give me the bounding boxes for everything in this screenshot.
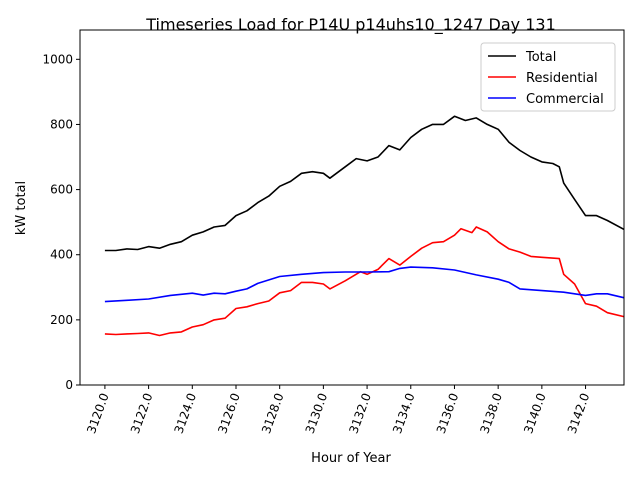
x-tick-label: 3124.0 (172, 391, 200, 435)
x-axis-label: Hour of Year (311, 451, 391, 466)
x-tick-label: 3128.0 (259, 391, 287, 435)
legend-label-commercial: Commercial (526, 92, 604, 107)
y-axis-label: kW total (14, 181, 29, 235)
y-tick-label: 600 (50, 183, 73, 197)
x-tick-label: 3130.0 (303, 391, 331, 435)
y-tick-label: 1000 (42, 52, 73, 66)
y-tick-label: 800 (50, 117, 73, 131)
y-axis: 0 200 400 600 800 1000 (42, 52, 80, 392)
x-tick-label: 3134.0 (390, 391, 418, 435)
x-tick-label: 3120.0 (84, 391, 112, 435)
legend-box (480, 42, 616, 112)
x-tick-label: 3136.0 (434, 391, 462, 435)
x-tick-label: 3126.0 (215, 391, 243, 435)
series-line-commercial (104, 266, 624, 303)
y-tick-label: 0 (65, 378, 73, 392)
x-tick-label: 3140.0 (521, 391, 549, 435)
legend: Total Residential Commercial (480, 42, 616, 112)
x-tick-label: 3142.0 (565, 391, 593, 435)
plot-frame (79, 29, 625, 386)
legend-label-residential: Residential (526, 71, 598, 86)
x-tick-label: 3138.0 (477, 391, 505, 435)
series-line-residential (104, 226, 624, 337)
y-tick-label: 400 (50, 248, 73, 262)
chart-title: Timeseries Load for P14U p14uhs10_1247 D… (145, 15, 556, 35)
x-tick-label: 3122.0 (128, 391, 156, 435)
x-tick-label: 3132.0 (346, 391, 374, 435)
legend-label-total: Total (525, 50, 556, 65)
x-axis: 3120.0 3122.0 3124.0 3126.0 3128.0 3130.0 3132… (84, 385, 592, 435)
series-layer (104, 115, 625, 337)
series-line-total (104, 115, 625, 252)
y-tick-label: 200 (50, 313, 73, 327)
